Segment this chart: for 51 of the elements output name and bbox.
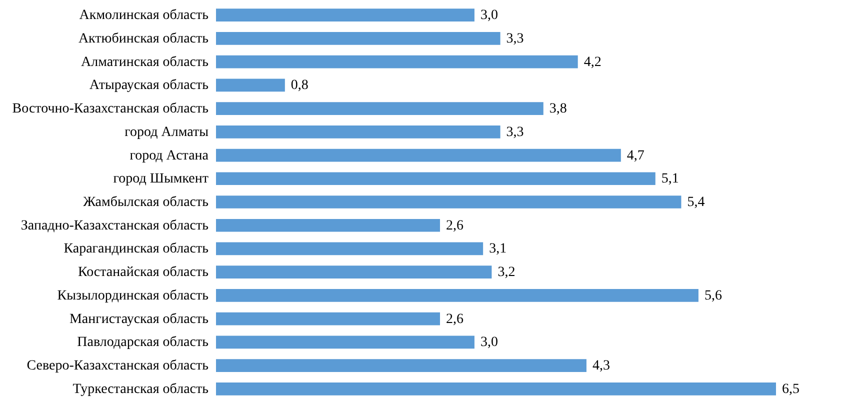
- data-label: 3,3: [506, 31, 524, 46]
- y-tick-label: город Астана: [130, 148, 210, 164]
- data-label: 6,5: [782, 382, 800, 397]
- y-tick-label: Мангистауская область: [69, 312, 208, 327]
- y-tick-label: Акмолинская область: [79, 8, 208, 24]
- y-tick-label: Алматинская область: [81, 54, 208, 70]
- data-label: 0,8: [290, 78, 308, 94]
- y-tick-label: Карагандинская область: [64, 242, 208, 257]
- data-label: 3,8: [549, 102, 567, 117]
- bar: [216, 32, 500, 45]
- data-label: 4,3: [592, 358, 610, 374]
- bar: [216, 172, 656, 186]
- bar: [216, 125, 500, 138]
- bar: [216, 102, 544, 115]
- y-tick-label: Северо-Казахстанская область: [26, 358, 208, 374]
- bar: [216, 78, 285, 92]
- y-tick-label: Костанайская область: [78, 265, 208, 280]
- bar: [216, 312, 440, 326]
- y-tick-label: город Шымкент: [113, 172, 208, 187]
- bar: [216, 336, 474, 349]
- data-label: 3,2: [498, 265, 516, 280]
- y-tick-label: Кызылординская область: [57, 288, 208, 304]
- y-tick-label: Восточно-Казахстанская область: [12, 102, 208, 117]
- data-label: 3,1: [489, 242, 507, 257]
- bar: [216, 55, 578, 68]
- data-label: 2,6: [446, 312, 464, 327]
- y-tick-label: Жамбылская область: [83, 195, 208, 210]
- y-tick-label: Туркестанская область: [72, 382, 208, 397]
- y-tick-label: Павлодарская область: [77, 335, 208, 350]
- y-tick-label: Атырауская область: [89, 78, 208, 94]
- bar: [216, 382, 776, 396]
- bar: [216, 266, 492, 279]
- data-label: 4,2: [584, 54, 602, 70]
- data-label: 5,6: [704, 288, 722, 304]
- bar: [216, 148, 621, 162]
- bar: [216, 196, 682, 208]
- data-label: 5,4: [687, 195, 705, 210]
- data-label: 3,3: [506, 124, 524, 140]
- bar: [216, 359, 586, 372]
- bar: [216, 242, 484, 256]
- y-tick-label: город Алматы: [124, 124, 210, 140]
- bar: [216, 289, 698, 302]
- data-label: 5,1: [661, 172, 679, 187]
- y-tick-label: Западно-Казахстанская область: [20, 218, 208, 234]
- data-label: 2,6: [446, 218, 464, 234]
- data-label: 3,0: [480, 8, 498, 24]
- bar: [216, 8, 474, 22]
- y-tick-label: Актюбинская область: [78, 31, 208, 46]
- data-label: 3,0: [480, 335, 498, 350]
- bar: [216, 218, 440, 232]
- data-label: 4,7: [626, 148, 644, 164]
